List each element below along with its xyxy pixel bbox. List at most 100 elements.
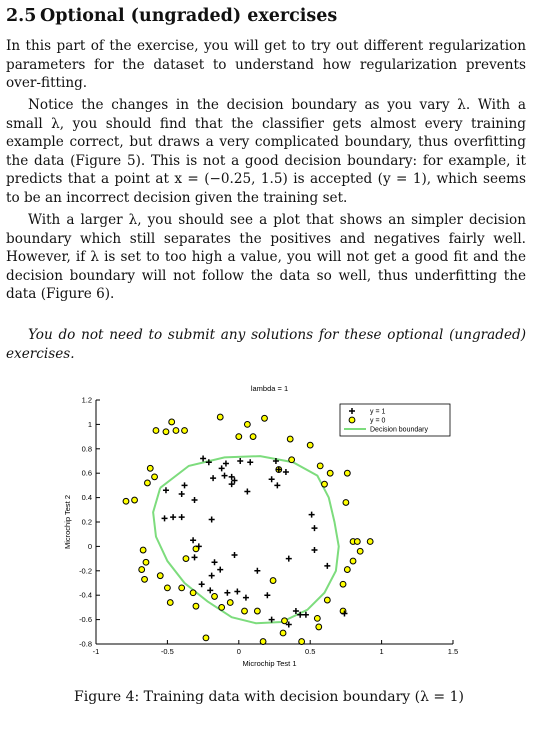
negative-point (261, 414, 268, 422)
legend-entry: y = 0 (370, 418, 385, 425)
positive-point (268, 616, 275, 623)
positive-point (234, 588, 241, 595)
positive-point (162, 487, 169, 494)
positive-point (285, 555, 292, 562)
negative-point (249, 433, 257, 440)
positive-point (191, 497, 198, 504)
positive-point (224, 589, 231, 596)
positive-point (242, 594, 249, 601)
section-number: 2.5 (6, 6, 37, 26)
negative-point (122, 497, 130, 505)
negative-point (216, 413, 224, 421)
section-heading: 2.5 Optional (ungraded) exercises (6, 6, 337, 26)
x-tick-label: -0.5 (161, 647, 174, 656)
positive-point (285, 621, 292, 628)
y-tick-label: 0.8 (82, 444, 92, 453)
positive-point (282, 468, 289, 475)
y-tick-label: 1.2 (82, 396, 92, 405)
y-tick-label: 0 (88, 542, 92, 551)
negative-point (342, 499, 350, 506)
positive-point (181, 482, 188, 489)
positive-point (274, 482, 281, 489)
negative-point (339, 580, 347, 588)
y-tick-label: -0.6 (79, 615, 92, 624)
decision-boundary-line (152, 455, 340, 625)
negative-point (172, 427, 180, 434)
positive-point (297, 611, 304, 618)
y-tick-label: 0.6 (82, 469, 92, 478)
negative-point (343, 469, 351, 477)
negative-point (146, 464, 154, 472)
x-tick-label: 1.5 (448, 647, 458, 656)
negative-point (259, 638, 267, 645)
negative-point (138, 566, 146, 573)
negative-point (192, 602, 200, 610)
negative-point (326, 469, 334, 477)
positive-point (228, 481, 235, 488)
optional-note: You do not need to submit any solutions … (6, 327, 526, 362)
negative-point (253, 607, 261, 615)
negative-point (189, 589, 197, 597)
positive-point (247, 459, 254, 466)
figure-4: -1 -0.5 0 0.5 1 1.5 -0.8 -0.6 -0.4 -0.2 0 0.2 0.4 0.6… (0, 376, 538, 676)
y-tick-label: 0.4 (82, 493, 92, 502)
negative-point (286, 435, 294, 443)
positive-point (170, 514, 177, 521)
section-title: Optional (ungraded) exercises (40, 6, 338, 26)
negative-point (241, 607, 248, 615)
negative-point (168, 418, 176, 426)
x-tick-label: 0.5 (305, 647, 315, 656)
positive-point (268, 476, 275, 483)
positive-point (200, 455, 207, 462)
negative-point (306, 441, 314, 449)
negative-point (321, 480, 328, 488)
negative-point (202, 634, 210, 642)
positive-point (208, 516, 215, 523)
negative-point (281, 617, 288, 625)
negative-point (181, 427, 188, 434)
legend-positive-marker (349, 408, 355, 414)
negative-point (235, 433, 243, 440)
negative-point (279, 629, 287, 637)
negative-point (142, 558, 150, 566)
negative-point (144, 479, 151, 487)
negative-point (356, 547, 364, 555)
y-axis-label: Microchip Test 2 (63, 495, 72, 549)
positive-point (211, 559, 218, 566)
negative-point (182, 555, 190, 563)
positive-point (195, 543, 202, 550)
positive-point (178, 514, 185, 521)
x-tick-label: -1 (93, 647, 100, 656)
positive-point (231, 477, 238, 484)
y-tick-label: -0.8 (79, 640, 92, 649)
positive-point (178, 490, 185, 497)
positive-point (341, 610, 348, 617)
negative-point (166, 599, 174, 606)
paragraph-1: In this part of the exercise, you will g… (6, 38, 526, 92)
y-tick-label: 1 (88, 420, 92, 429)
positive-point (272, 458, 279, 464)
positive-point (244, 488, 251, 495)
positive-point (191, 554, 198, 561)
positive-point (218, 465, 225, 472)
positive-point (198, 581, 205, 588)
negative-point (298, 638, 306, 645)
legend-box (339, 403, 451, 437)
negative-point (152, 427, 160, 434)
negative-point (313, 614, 321, 622)
positive-point (231, 551, 238, 558)
negative-point (164, 584, 171, 592)
positive-point (208, 572, 215, 579)
negative-point (162, 428, 170, 436)
negative-point (151, 473, 158, 481)
positive-point (210, 475, 217, 482)
positive-point (221, 472, 228, 479)
negative-point (141, 575, 148, 583)
positive-point (254, 567, 261, 574)
negative-point (316, 462, 324, 470)
legend-negative-marker (348, 416, 356, 424)
positive-point (237, 458, 244, 464)
positive-point (217, 566, 224, 573)
negative-point (178, 584, 186, 592)
negative-point (349, 557, 357, 565)
